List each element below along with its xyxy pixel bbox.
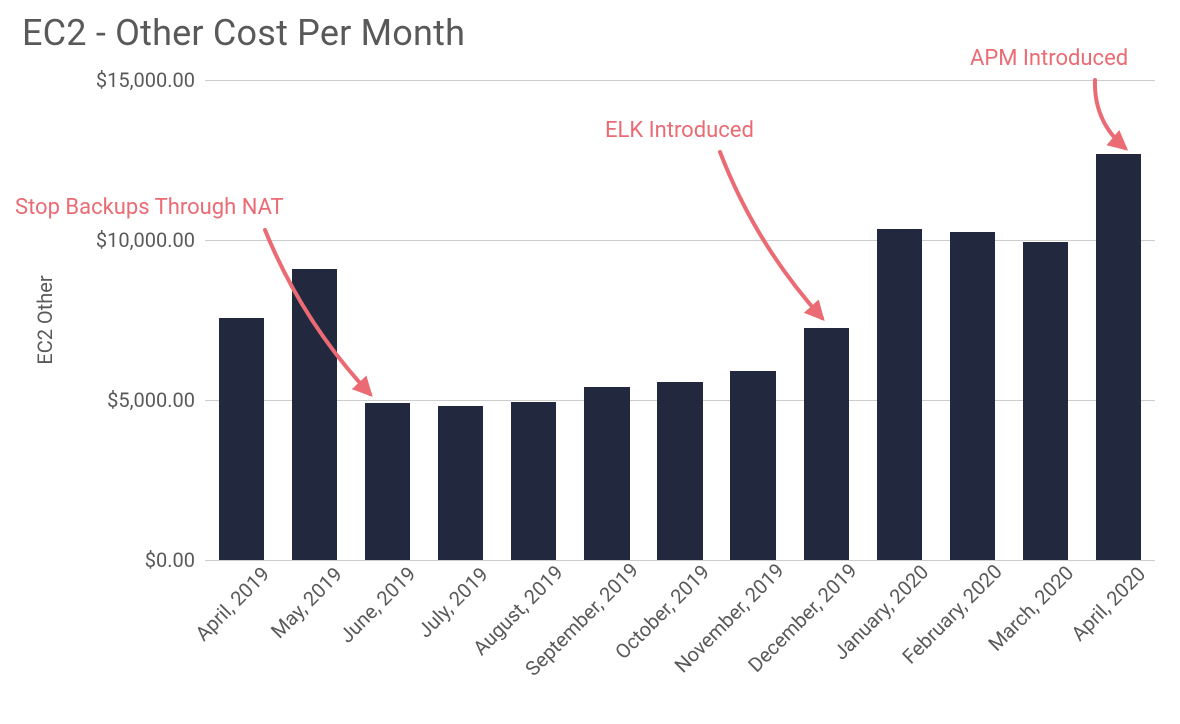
bar	[877, 229, 922, 560]
y-axis-label: EC2 Other	[33, 275, 57, 364]
bar	[1096, 154, 1141, 560]
y-tick-label: $10,000.00	[96, 228, 205, 252]
y-tick-label: $0.00	[145, 548, 205, 572]
bar	[950, 232, 995, 560]
bar	[438, 406, 483, 560]
annotation-label: ELK Introduced	[605, 118, 754, 143]
annotation-label: Stop Backups Through NAT	[15, 195, 284, 220]
bar	[584, 387, 629, 560]
plot-area: $0.00$5,000.00$10,000.00$15,000.00April,…	[205, 80, 1155, 560]
annotation-label: APM Introduced	[970, 46, 1128, 71]
bar	[804, 328, 849, 560]
gridline	[205, 240, 1155, 241]
y-tick-label: $15,000.00	[96, 68, 205, 92]
y-tick-label: $5,000.00	[107, 388, 205, 412]
bar	[657, 382, 702, 560]
bar	[292, 269, 337, 560]
bar	[730, 371, 775, 560]
bar	[365, 403, 410, 560]
bar	[511, 402, 556, 560]
gridline	[205, 80, 1155, 81]
bar	[1023, 242, 1068, 560]
bar	[219, 318, 264, 560]
bar-chart: $0.00$5,000.00$10,000.00$15,000.00April,…	[0, 0, 1180, 724]
